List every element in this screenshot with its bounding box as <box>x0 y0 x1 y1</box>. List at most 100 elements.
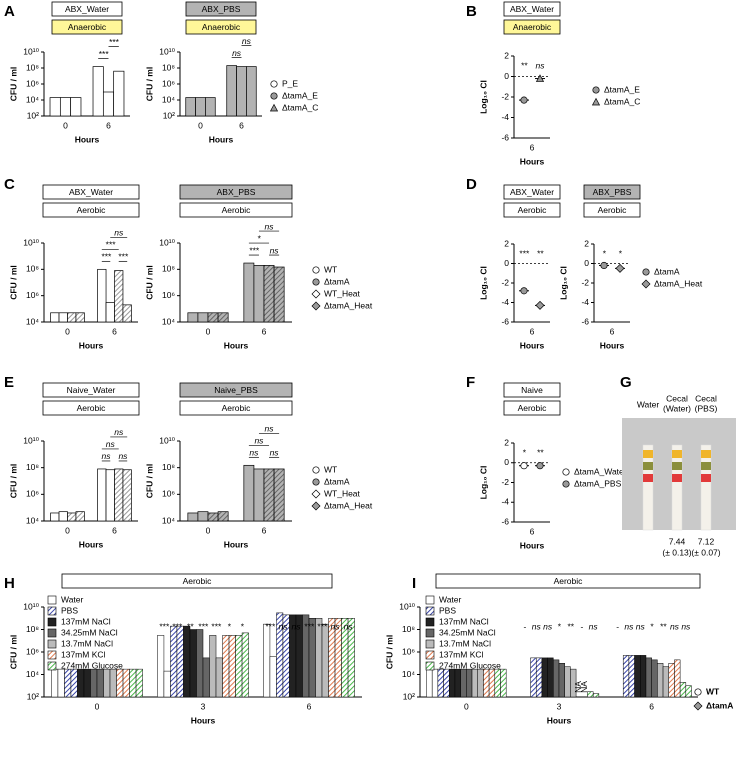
bar <box>122 469 132 522</box>
significance-label: ** <box>521 60 528 70</box>
bar <box>187 312 199 323</box>
significance-label: *** <box>118 252 129 262</box>
legend-label: ΔtamA <box>706 700 733 710</box>
y-tick-label: 10⁴ <box>402 669 415 679</box>
header-label: ABX_PBS <box>202 4 241 14</box>
panel-letter: I <box>412 575 416 592</box>
y-axis-label: Log₁₀ CI <box>478 466 488 500</box>
marker <box>312 266 320 274</box>
bar <box>437 668 444 698</box>
y-tick-label: 10¹⁰ <box>159 435 175 445</box>
x-axis-label: Hours <box>209 134 234 144</box>
significance-label: ns <box>114 427 124 437</box>
bar <box>553 659 560 698</box>
bar <box>236 66 247 117</box>
y-tick-label: -2 <box>501 477 509 487</box>
legend-label: WT <box>324 464 337 474</box>
bar <box>488 668 496 698</box>
y-tick-label: -2 <box>501 91 509 101</box>
header-label: Aerobic <box>518 403 548 413</box>
bar <box>157 635 165 698</box>
header-label: Aerobic <box>77 205 107 215</box>
x-axis-label: Hours <box>224 340 249 350</box>
bar <box>466 668 473 698</box>
bar <box>685 685 692 698</box>
y-tick-label: 10¹⁰ <box>23 46 39 56</box>
bar <box>103 668 111 698</box>
panel-letter: G <box>620 374 632 391</box>
significance-label: ns <box>589 621 599 631</box>
bar <box>222 635 230 698</box>
bar <box>477 668 484 698</box>
significance-label: - <box>616 621 619 631</box>
y-axis-label: CFU / ml <box>8 464 18 498</box>
column-label: (Water) <box>663 403 691 413</box>
header-label: ABX_Water <box>65 4 109 14</box>
significance-label: *** <box>109 37 120 47</box>
significance-label: * <box>257 233 261 243</box>
bar <box>114 270 124 323</box>
significance-label: ns <box>102 451 112 461</box>
y-tick-label: 10⁶ <box>162 290 175 300</box>
significance-label: ns <box>681 621 691 631</box>
bar <box>209 635 217 698</box>
ph-pad <box>643 462 653 470</box>
y-tick-label: 10⁶ <box>26 489 39 499</box>
significance-label: * <box>240 621 244 631</box>
y-tick-label: 10⁶ <box>162 489 175 499</box>
bar <box>347 618 355 698</box>
bar <box>102 91 115 117</box>
bar <box>228 635 236 698</box>
bar <box>51 668 59 698</box>
x-tick-label: 0 <box>206 525 211 535</box>
legend-swatch <box>47 606 57 616</box>
y-tick-label: 2 <box>504 437 509 447</box>
y-tick-label: 0 <box>504 457 509 467</box>
bar <box>122 668 130 698</box>
header-box <box>179 202 293 218</box>
significance-label: *** <box>317 621 328 631</box>
marker <box>641 279 651 289</box>
significance-label: ns <box>265 424 275 434</box>
legend-label: 137mM NaCl <box>439 616 489 626</box>
header-label: Aerobic <box>598 205 628 215</box>
bar <box>122 304 132 323</box>
legend-label: ΔtamA_Heat <box>324 500 373 510</box>
header-box <box>61 573 333 589</box>
bar <box>657 663 664 698</box>
significance-label: ns <box>118 451 128 461</box>
significance-label: ns <box>624 621 634 631</box>
x-tick-label: 6 <box>112 326 117 336</box>
bar <box>443 668 450 698</box>
y-tick-label: 10⁴ <box>162 94 175 104</box>
y-tick-label: 10¹⁰ <box>399 601 415 611</box>
x-tick-label: 0 <box>198 120 203 130</box>
x-tick-label: 0 <box>63 120 68 130</box>
legend-swatch <box>425 595 435 605</box>
significance-label: ns <box>254 436 264 446</box>
bar <box>49 97 61 117</box>
bar <box>163 670 171 698</box>
ph-reading: 7.12 <box>698 536 715 546</box>
bar <box>679 682 687 698</box>
bar <box>674 659 681 698</box>
header-box <box>583 184 641 200</box>
significance-label: ns <box>265 221 275 231</box>
ph-pad <box>701 450 711 458</box>
significance-label: * <box>618 248 622 258</box>
significance-label: *** <box>211 621 222 631</box>
bar <box>77 668 85 698</box>
y-tick-label: 10⁸ <box>162 462 175 472</box>
y-tick-label: -2 <box>501 277 509 287</box>
bar <box>70 668 78 698</box>
bar <box>263 623 271 698</box>
x-tick-label: 6 <box>262 525 267 535</box>
y-tick-label: -2 <box>581 277 589 287</box>
bar <box>189 629 197 698</box>
column-label: Water <box>637 399 660 409</box>
header-box <box>42 202 140 218</box>
ph-strip <box>642 444 654 531</box>
legend-label: ΔtamA_Water <box>574 466 627 476</box>
significance-label: ** <box>660 621 667 631</box>
